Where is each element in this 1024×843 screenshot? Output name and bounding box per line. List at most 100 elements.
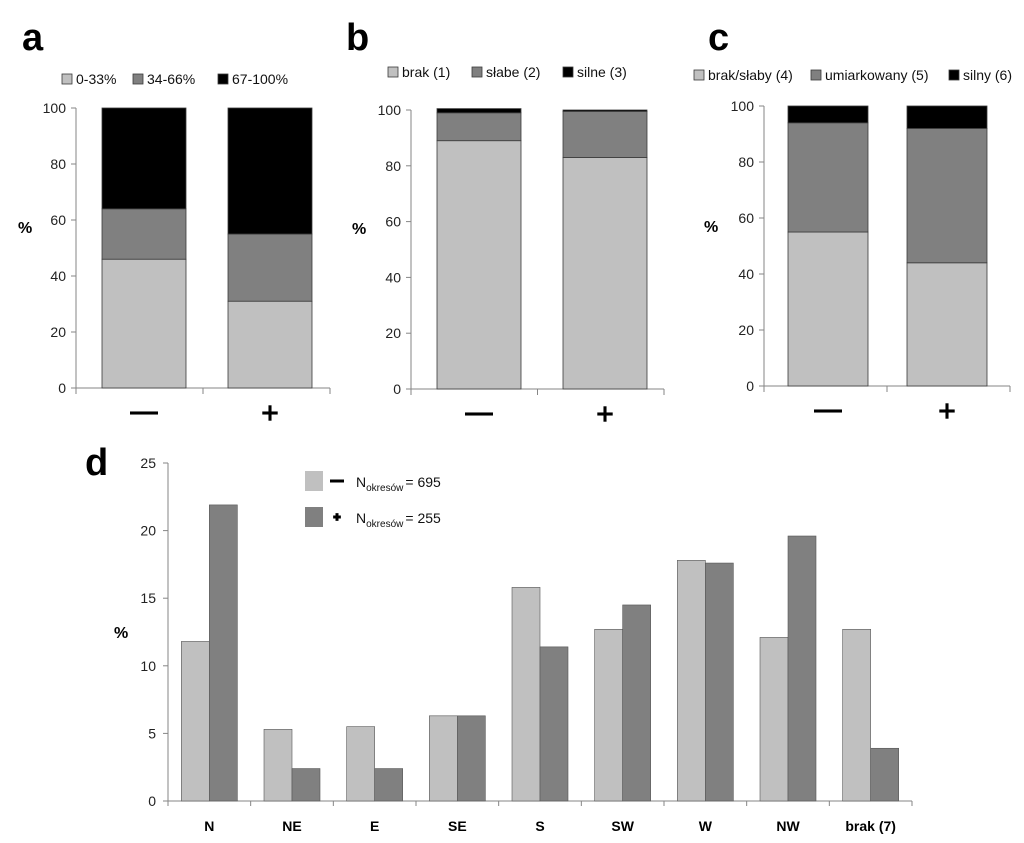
panel-b-bar-1-series-1 xyxy=(436,140,522,390)
panel-a-bar-2-series-2 xyxy=(227,233,313,302)
panel-c-legend-swatch-2 xyxy=(810,69,822,81)
panel-b-y-label: % xyxy=(352,221,366,238)
panel-d-x-label-3: E xyxy=(370,818,379,834)
panel-a-y-tick-label: 20 xyxy=(50,324,66,340)
panel-a-bar-1-series-3 xyxy=(101,107,187,210)
panel-c-x-label-2 xyxy=(939,403,955,419)
panel-label-d: d xyxy=(85,442,108,484)
panel-a-y-tick-label: 100 xyxy=(43,100,67,116)
panel-d-y-tick-label: 5 xyxy=(148,725,156,741)
panel-d-bar-9-series-2 xyxy=(870,747,899,802)
panel-d-y-tick-label: 25 xyxy=(140,455,156,471)
panel-d-bar-2-series-1 xyxy=(263,729,293,802)
panel-d-bar-7-series-1 xyxy=(677,560,706,802)
panel-d-x-label-2: NE xyxy=(282,818,301,834)
panel-d-bar-4-series-1 xyxy=(429,715,458,802)
panel-d-y-tick-label: 15 xyxy=(140,590,156,606)
panel-d-bar-8-series-1 xyxy=(759,637,789,802)
panel-b-legend-label-2: słabe (2) xyxy=(486,64,540,80)
panel-d-x-label-7: W xyxy=(699,818,713,834)
panel-c-y-tick-label: 80 xyxy=(738,154,754,170)
panel-d-bar-5-series-2 xyxy=(539,646,569,802)
panel-b-bar-1-series-3 xyxy=(436,108,522,114)
panel-c-y-label: % xyxy=(704,219,718,236)
panel-d-x-label-1: N xyxy=(204,818,214,834)
panel-b-legend-label-1: brak (1) xyxy=(402,64,450,80)
panel-b-x-label-2 xyxy=(597,406,613,422)
panel-d-bar-7-series-2 xyxy=(705,562,734,802)
panel-d-x-label-6: SW xyxy=(611,818,634,834)
panel-a-legend-label-3: 67-100% xyxy=(232,71,288,87)
panel-c-bar-2-series-2 xyxy=(906,127,988,264)
panel-b-bar-2-series-3 xyxy=(562,109,648,112)
panel-d-legend-label-2: Nokresów = 255 xyxy=(356,510,441,530)
panel-d-legend-label-1: Nokresów = 695 xyxy=(356,474,441,494)
panel-a-bar-2-series-1 xyxy=(227,300,313,389)
panel-c-y-tick-label: 60 xyxy=(738,210,754,226)
panel-b-legend-label-3: silne (3) xyxy=(577,64,627,80)
panel-a-legend-swatch-1 xyxy=(61,73,73,85)
panel-d-bar-8-series-2 xyxy=(787,535,817,802)
panel-d-legend-sign-2 xyxy=(333,513,341,521)
panel-c-y-tick-label: 100 xyxy=(731,98,755,114)
panel-b-legend-swatch-1 xyxy=(387,66,399,78)
panel-a-y-tick-label: 0 xyxy=(58,380,66,396)
panel-a-legend-swatch-3 xyxy=(217,73,229,85)
panel-d-bar-6-series-1 xyxy=(594,628,623,802)
panel-a-bar-1-series-2 xyxy=(101,208,187,260)
panel-label-b: b xyxy=(346,17,369,59)
panel-c-x-label-1 xyxy=(814,409,842,413)
panel-c-bar-2-series-1 xyxy=(906,262,988,387)
panel-c-bar-2-series-3 xyxy=(906,105,988,129)
panel-label-c: c xyxy=(708,17,729,59)
panel-d-legend-sign-1 xyxy=(330,479,344,483)
panel-a-y-label: % xyxy=(18,220,32,237)
panel-b-legend-swatch-3 xyxy=(562,66,574,78)
panel-d-bar-1-series-2 xyxy=(209,504,238,802)
panel-c-legend-swatch-1 xyxy=(693,69,705,81)
panel-d-x-label-4: SE xyxy=(448,818,467,834)
panel-b-bar-1-series-2 xyxy=(436,112,522,142)
panel-b-legend-swatch-2 xyxy=(471,66,483,78)
panel-d-legend-swatch-1 xyxy=(305,471,323,491)
panel-d-x-label-5: S xyxy=(535,818,544,834)
panel-a-y-tick-label: 40 xyxy=(50,268,66,284)
panel-a-legend-label-1: 0-33% xyxy=(76,71,116,87)
panel-a-y-tick-label: 60 xyxy=(50,212,66,228)
panel-c-legend-label-1: brak/słaby (4) xyxy=(708,67,793,83)
panel-d-y-label: % xyxy=(114,625,128,642)
panel-b-y-tick-label: 60 xyxy=(385,214,401,230)
panel-a-bar-2-series-3 xyxy=(227,107,313,235)
panel-c-bar-1-series-1 xyxy=(787,231,869,387)
panel-d-bar-2-series-2 xyxy=(291,768,321,802)
panel-a-x-label-1 xyxy=(130,411,158,415)
panel-c-legend-swatch-3 xyxy=(948,69,960,81)
panel-c-bar-1-series-3 xyxy=(787,105,869,124)
panel-d-bar-4-series-2 xyxy=(457,715,486,802)
panel-b-y-tick-label: 80 xyxy=(385,158,401,174)
panel-d-legend-swatch-2 xyxy=(305,507,323,527)
panel-c-y-tick-label: 0 xyxy=(746,378,754,394)
panel-d-x-label-8: NW xyxy=(776,818,800,834)
panel-a-bar-1-series-1 xyxy=(101,258,187,389)
panel-d-bar-9-series-1 xyxy=(842,628,871,802)
panel-d-y-tick-label: 20 xyxy=(140,523,156,539)
panel-a-x-label-2 xyxy=(262,405,278,421)
panel-b-x-label-1 xyxy=(465,412,493,416)
panel-d-y-tick-label: 0 xyxy=(148,793,156,809)
panel-c-legend-label-3: silny (6) xyxy=(963,67,1012,83)
panel-c-y-tick-label: 20 xyxy=(738,322,754,338)
panel-a-legend-swatch-2 xyxy=(132,73,144,85)
panel-c-legend-label-2: umiarkowany (5) xyxy=(825,67,928,83)
panel-d-y-tick-label: 10 xyxy=(140,658,156,674)
panel-b-bar-2-series-1 xyxy=(562,157,648,390)
panel-b-y-tick-label: 100 xyxy=(378,102,402,118)
panel-d-bar-3-series-1 xyxy=(346,726,375,802)
panel-a-y-tick-label: 80 xyxy=(50,156,66,172)
panel-b-y-tick-label: 0 xyxy=(393,381,401,397)
panel-c-y-tick-label: 40 xyxy=(738,266,754,282)
panel-b-bar-2-series-2 xyxy=(562,110,648,158)
panel-b-y-tick-label: 20 xyxy=(385,325,401,341)
